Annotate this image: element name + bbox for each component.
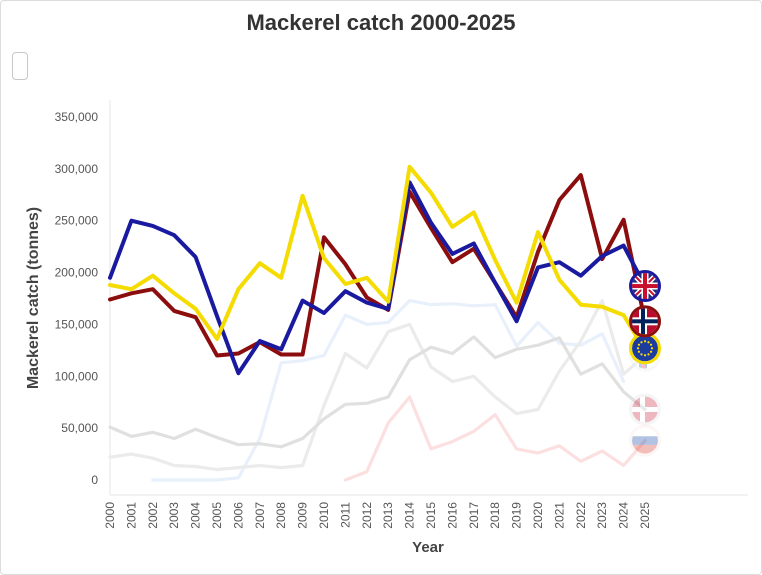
x-tick-label: 2004 xyxy=(189,502,203,529)
x-tick-label: 2016 xyxy=(445,502,459,529)
denmark-flag-icon[interactable] xyxy=(629,393,661,426)
x-tick-label: 2023 xyxy=(595,502,609,529)
x-tick-label: 2020 xyxy=(531,502,545,529)
x-tick-label: 2009 xyxy=(296,502,310,529)
series-lines xyxy=(108,164,647,482)
y-tick-label: 250,000 xyxy=(55,214,99,228)
y-tick-label: 200,000 xyxy=(55,266,99,280)
x-tick-label: 2006 xyxy=(231,502,245,529)
x-tick-label: 2007 xyxy=(253,502,267,529)
series-line-european-union[interactable] xyxy=(108,164,647,353)
x-tick-label: 2012 xyxy=(360,502,374,529)
x-tick-label: 2005 xyxy=(210,502,224,529)
x-tick-label: 2013 xyxy=(381,502,395,529)
series-line-united-kingdom[interactable] xyxy=(108,180,647,376)
x-tick-label: 2000 xyxy=(103,502,117,529)
x-tick-label: 2021 xyxy=(552,502,566,529)
x-tick-label: 2011 xyxy=(338,502,352,528)
x-tick-labels: 2000 2001 2002 2003 2004 2005 2006 2007 2008 2009… xyxy=(103,502,652,529)
x-tick-label: 2001 xyxy=(124,502,138,529)
series-line-denmark[interactable] xyxy=(108,335,647,449)
series-line-russia[interactable] xyxy=(343,395,647,482)
x-tick-label: 2017 xyxy=(467,502,481,529)
chart-menu-button[interactable] xyxy=(12,52,28,80)
x-tick-label: 2014 xyxy=(403,502,417,529)
x-tick-label: 2002 xyxy=(146,502,160,529)
y-tick-label: 150,000 xyxy=(55,317,99,331)
x-tick-label: 2015 xyxy=(424,502,438,529)
x-axis-title: Year xyxy=(412,539,444,556)
x-tick-label: 2024 xyxy=(617,502,631,529)
y-tick-labels: 0 50,000 100,000 150,000 200,000 250,000 300,0… xyxy=(55,110,99,487)
y-tick-label: 300,000 xyxy=(55,162,99,176)
x-tick-label: 2022 xyxy=(574,502,588,529)
x-tick-label: 2003 xyxy=(167,502,181,529)
x-tick-label: 2008 xyxy=(274,502,288,529)
uk-flag-icon[interactable] xyxy=(629,270,661,303)
y-tick-label: 0 xyxy=(91,473,98,487)
end-markers xyxy=(629,270,661,457)
y-tick-label: 100,000 xyxy=(55,369,99,383)
norway-flag-icon[interactable] xyxy=(629,305,661,338)
x-tick-label: 2010 xyxy=(317,502,331,529)
series-line-faroe-islands[interactable] xyxy=(108,299,647,472)
series-line-iceland[interactable] xyxy=(151,299,626,482)
russia-flag-icon[interactable] xyxy=(629,424,661,457)
x-tick-label: 2018 xyxy=(488,502,502,529)
eu-flag-icon[interactable] xyxy=(629,332,661,365)
chart-title: Mackerel catch 2000-2025 xyxy=(246,10,516,35)
y-tick-label: 350,000 xyxy=(55,110,99,124)
x-tick-label: 2019 xyxy=(510,502,524,529)
y-tick-label: 50,000 xyxy=(61,421,98,435)
y-axis-title: Mackerel catch (tonnes) xyxy=(25,207,42,389)
x-tick-label: 2025 xyxy=(638,502,652,529)
